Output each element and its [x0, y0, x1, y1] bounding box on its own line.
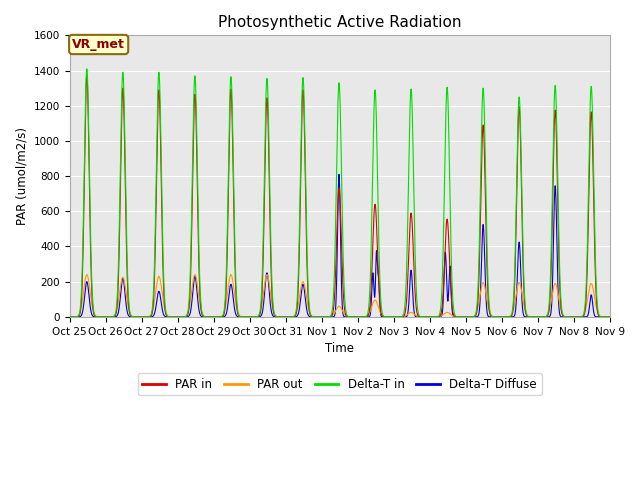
Y-axis label: PAR (umol/m2/s): PAR (umol/m2/s)	[15, 127, 28, 225]
Legend: PAR in, PAR out, Delta-T in, Delta-T Diffuse: PAR in, PAR out, Delta-T in, Delta-T Dif…	[138, 373, 542, 396]
X-axis label: Time: Time	[325, 342, 354, 355]
Title: Photosynthetic Active Radiation: Photosynthetic Active Radiation	[218, 15, 461, 30]
Text: VR_met: VR_met	[72, 38, 125, 51]
